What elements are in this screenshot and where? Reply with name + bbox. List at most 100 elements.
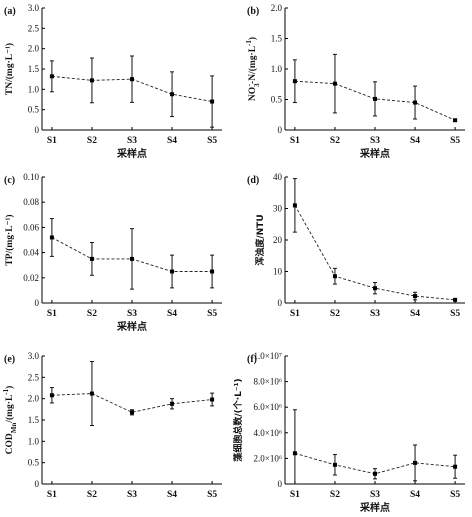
x-tick-label: S1 xyxy=(290,309,300,319)
y-tick-label: 10 xyxy=(273,267,283,277)
chart-panel-2: 0 0.5 1.0 1.5 2.0 S1 S2 S3 S4 S5 (b) 采样点 NO3--N/(mg·… xyxy=(245,3,465,160)
y-tick-label: 0.04 xyxy=(23,248,39,258)
data-point xyxy=(170,92,175,97)
y-axis-label: CODMn/(mg·L-1) xyxy=(2,386,18,455)
chart-panel-6: 0 2.0×10⁶ 4.0×10⁶ 6.0×10⁶ 8.0×10⁶ 1.0×10⁷ S1 S2… xyxy=(232,351,465,514)
panel-label: (c) xyxy=(4,175,15,186)
x-tick-label: S4 xyxy=(167,490,177,500)
data-point xyxy=(332,274,337,279)
data-point xyxy=(170,401,175,406)
x-axis-label: 采样点 xyxy=(359,147,390,160)
x-tick-label: S1 xyxy=(47,309,57,319)
y-tick-label: 1.5 xyxy=(271,34,283,44)
y-tick-label: 2.5 xyxy=(28,23,40,33)
y-tick-label: 1.5 xyxy=(28,415,40,425)
x-tick-label: S3 xyxy=(127,136,137,146)
x-tick-label: S5 xyxy=(450,309,460,319)
y-tick-label: 3.0 xyxy=(28,351,40,361)
x-tick-label: S4 xyxy=(410,309,420,319)
y-tick-label: 0.5 xyxy=(271,95,283,105)
y-tick-label: 0 xyxy=(35,479,40,489)
x-tick-label: S4 xyxy=(410,136,420,146)
y-tick-label: 0.10 xyxy=(23,172,39,182)
y-tick-label: 1.0 xyxy=(28,84,40,94)
y-tick-label: 8.0×10⁶ xyxy=(254,377,282,387)
series-line xyxy=(294,205,456,301)
x-tick-label: S1 xyxy=(290,136,300,146)
x-tick-label: S2 xyxy=(87,309,97,319)
chart-panel-5: 0 0.5 1.0 1.5 2.0 2.5 3.0 S1 S2 S3 S4 S5 (e) CODMn/(m… xyxy=(2,351,222,500)
y-tick-label: 1.0 xyxy=(271,64,283,74)
panel-label: (a) xyxy=(4,6,16,17)
y-tick-label: 3.0 xyxy=(28,3,40,13)
x-tick-label: S5 xyxy=(207,136,217,146)
panel-label: (d) xyxy=(247,175,259,186)
y-tick-label: 2.0 xyxy=(28,44,40,54)
x-tick-label: S3 xyxy=(370,490,380,500)
y-tick-label: 0 xyxy=(278,479,283,489)
x-tick-label: S3 xyxy=(127,309,137,319)
y-tick-label: 0.5 xyxy=(28,458,40,468)
data-point xyxy=(373,96,377,101)
data-point xyxy=(210,269,215,274)
data-point xyxy=(453,297,458,302)
y-tick-label: 40 xyxy=(273,172,283,182)
y-tick-label: 4.0×10⁶ xyxy=(254,428,282,438)
data-point xyxy=(130,256,134,261)
data-point xyxy=(413,460,418,465)
x-tick-label: S5 xyxy=(450,490,460,500)
y-tick-label: 30 xyxy=(273,204,283,214)
chart-panel-4: 0 10 20 30 40 S1 S2 S3 S4 S5 (d) 浑浊度/NTU xyxy=(247,172,465,319)
y-axis-label: NO3--N/(mg·L-1) xyxy=(245,37,261,101)
x-tick-label: S1 xyxy=(47,490,57,500)
x-tick-label: S4 xyxy=(167,309,177,319)
y-tick-label: 0 xyxy=(278,298,283,308)
data-point xyxy=(413,294,418,299)
data-point xyxy=(89,78,94,83)
data-point xyxy=(453,118,458,123)
y-axis-label: 浑浊度/NTU xyxy=(254,214,266,265)
y-tick-label: 1.0×10⁷ xyxy=(254,351,282,361)
y-tick-label: 2.0×10⁶ xyxy=(254,453,282,463)
y-tick-label: 2.0 xyxy=(28,394,40,404)
data-point xyxy=(292,203,297,208)
data-point xyxy=(89,391,94,396)
y-axis-label: 藻细胞总数/(个·L⁻¹) xyxy=(232,378,244,461)
y-tick-label: 2.0 xyxy=(271,3,283,13)
data-point xyxy=(373,471,377,476)
data-point xyxy=(332,462,337,467)
x-tick-label: S4 xyxy=(410,490,420,500)
panel-label: (b) xyxy=(247,6,259,17)
x-tick-label: S3 xyxy=(370,309,380,319)
x-axis-label: 采样点 xyxy=(116,320,147,333)
y-tick-label: 6.0×10⁶ xyxy=(254,402,282,412)
y-tick-label: 0 xyxy=(278,125,283,135)
data-point xyxy=(292,451,297,456)
y-tick-label: 1.5 xyxy=(28,64,40,74)
x-tick-label: S2 xyxy=(330,490,340,500)
x-axis-label: 采样点 xyxy=(359,501,390,514)
x-tick-label: S5 xyxy=(207,309,217,319)
x-tick-label: S3 xyxy=(370,136,380,146)
x-tick-label: S3 xyxy=(127,490,137,500)
data-point xyxy=(453,464,458,469)
y-tick-label: 0.08 xyxy=(23,197,39,207)
data-point xyxy=(373,286,377,291)
x-tick-label: S5 xyxy=(207,490,217,500)
x-tick-label: S2 xyxy=(330,309,340,319)
data-point xyxy=(130,410,134,415)
x-axis-label: 采样点 xyxy=(116,147,147,160)
y-tick-label: 2.5 xyxy=(28,372,40,382)
panel-label: (e) xyxy=(4,354,15,365)
chart-panel-1: 0 0.5 1.0 1.5 2.0 2.5 3.0 S1 S2 S3 S4 S5 (a) 采样点 TN/(m… xyxy=(4,3,222,160)
data-point xyxy=(130,77,134,82)
data-point xyxy=(49,74,54,79)
x-tick-label: S1 xyxy=(47,136,57,146)
data-point xyxy=(89,256,94,261)
y-tick-label: 0.5 xyxy=(28,105,40,115)
chart-panel-3: 0 0.02 0.04 0.06 0.08 0.10 S1 S2 S3 S4 S5 (c) 采样点 TP/… xyxy=(4,172,222,333)
data-point xyxy=(210,99,215,104)
y-tick-label: 0.06 xyxy=(23,222,39,232)
y-tick-label: 20 xyxy=(273,235,283,245)
